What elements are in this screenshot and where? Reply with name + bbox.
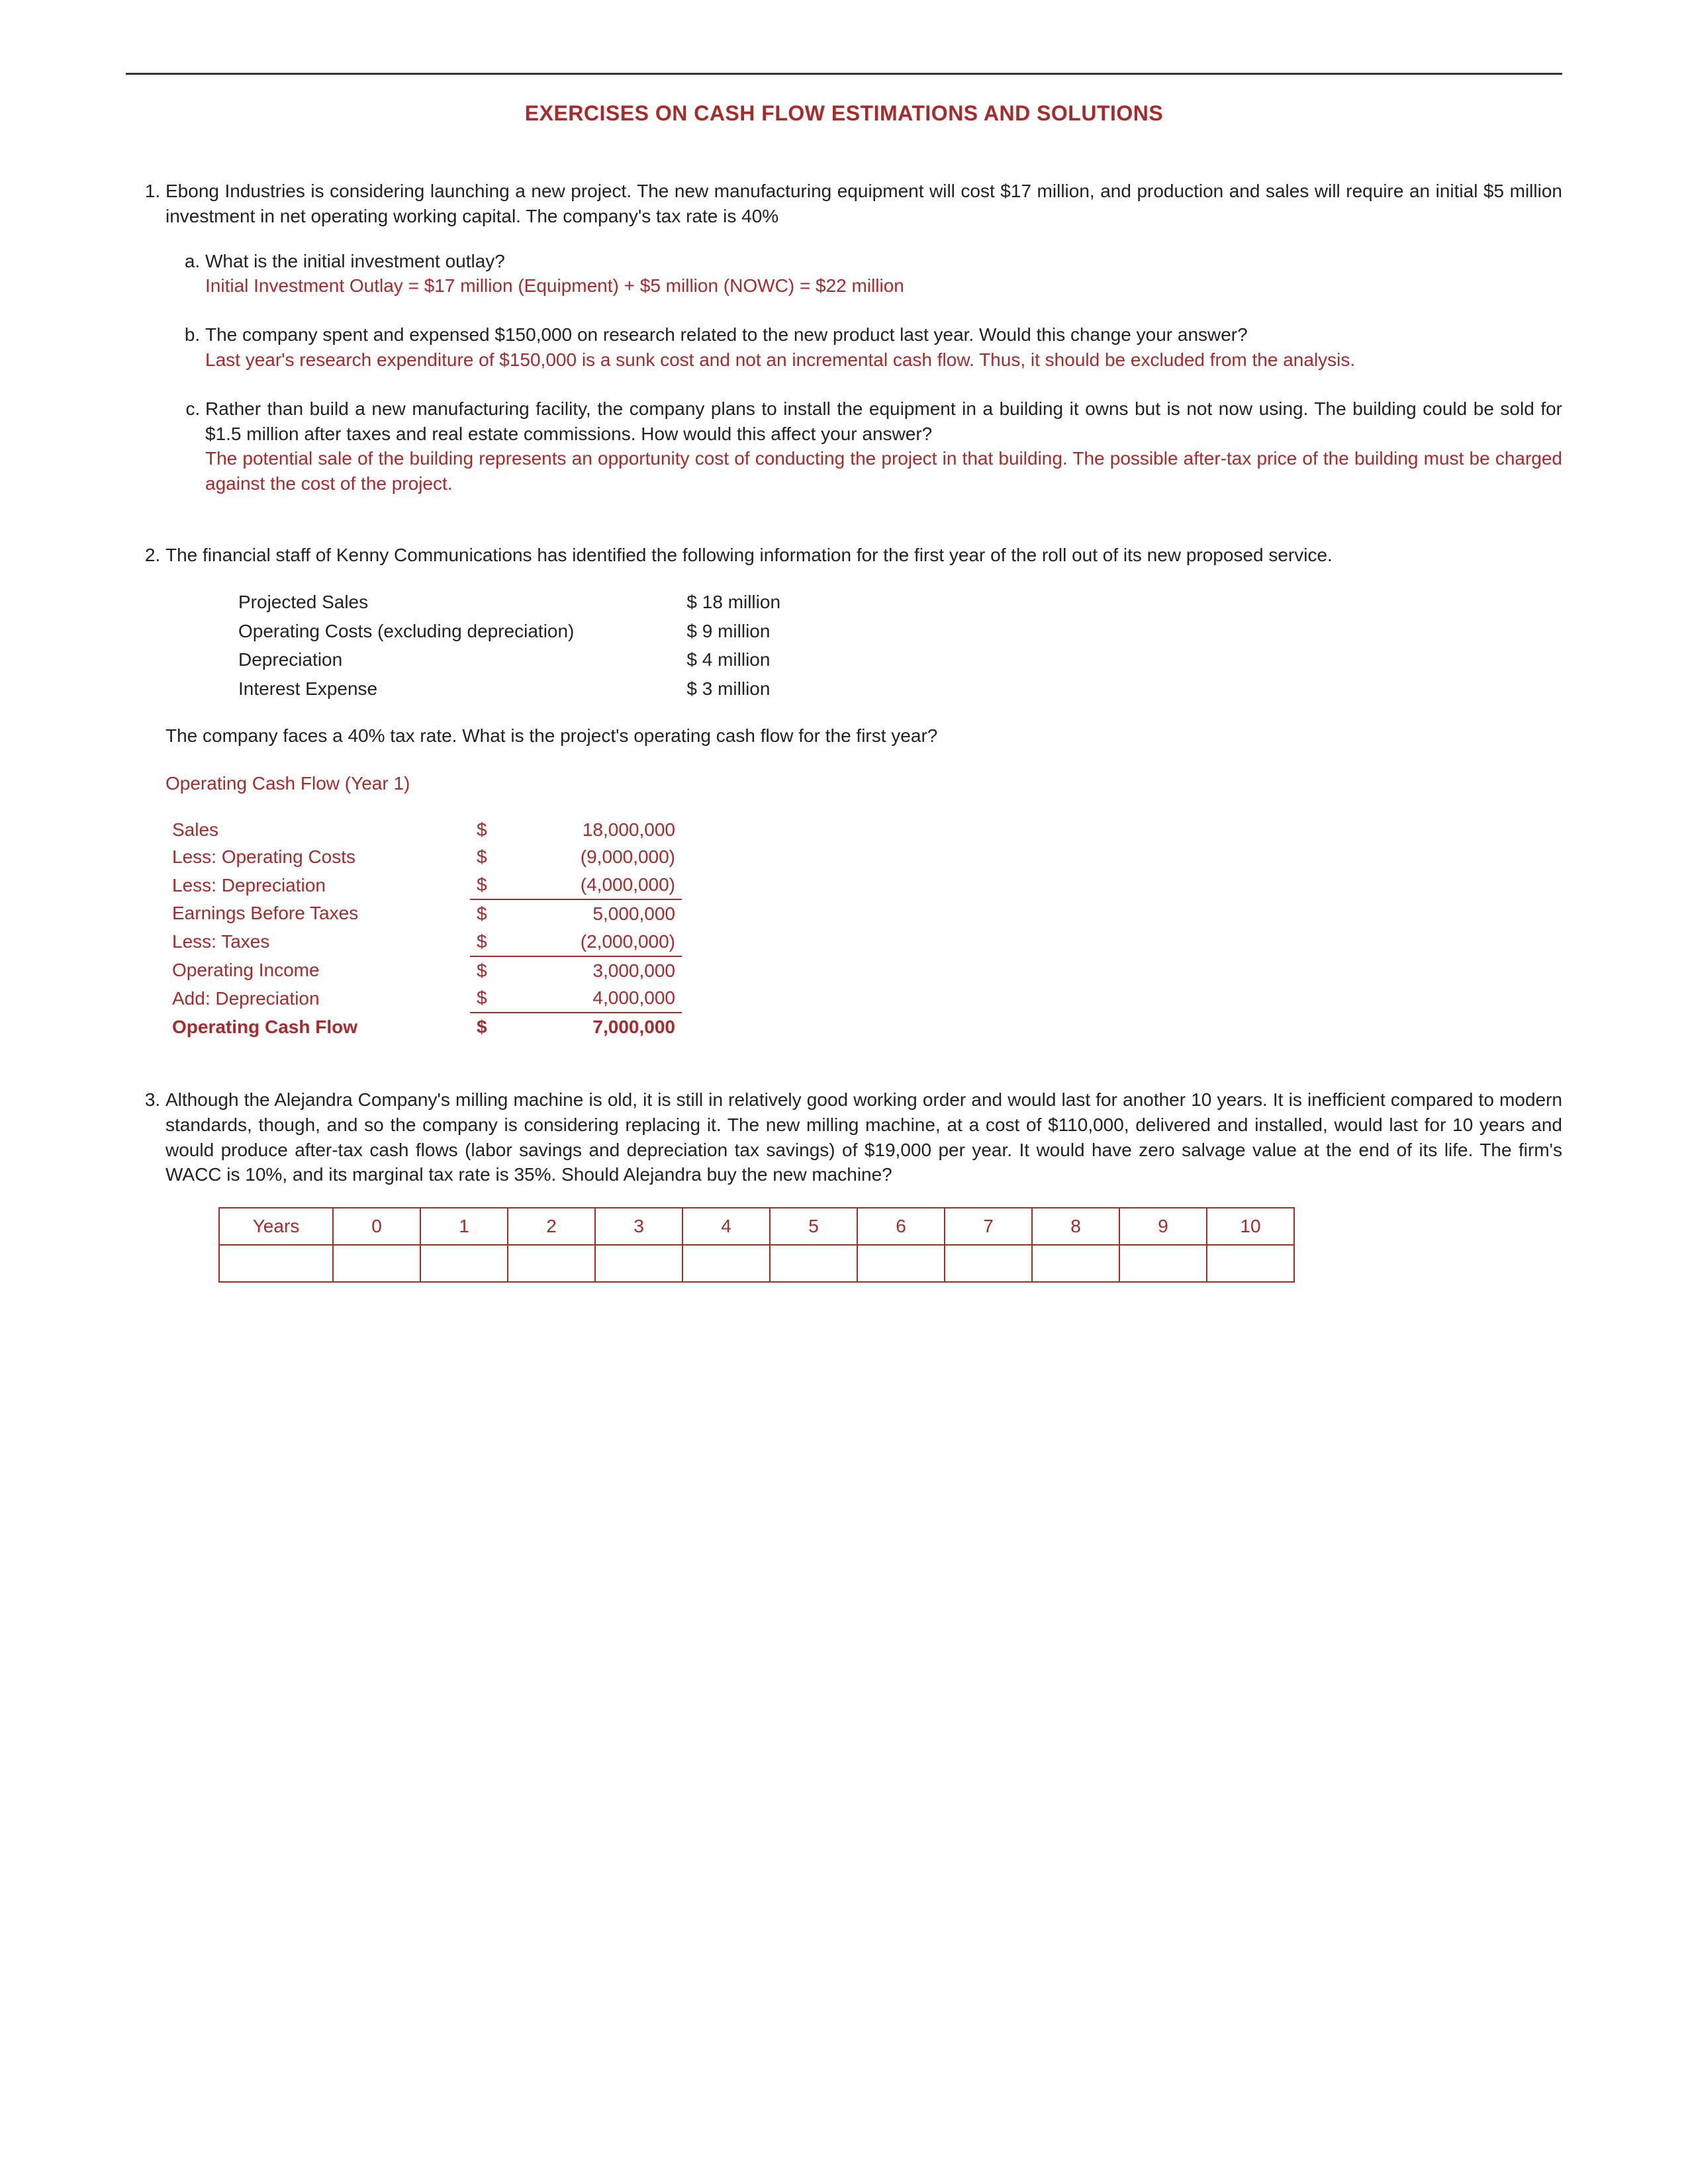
- calc-currency: $: [470, 984, 516, 1013]
- year-cell: 4: [682, 1208, 770, 1245]
- calc-currency: $: [470, 956, 516, 985]
- calc-label: Less: Operating Costs: [165, 843, 470, 871]
- problem-1-intro: Ebong Industries is considering launchin…: [165, 181, 1562, 226]
- problem-3-intro: Although the Alejandra Company's milling…: [165, 1089, 1562, 1185]
- empty-cell: [770, 1245, 857, 1282]
- table-row: Operating Costs (excluding depreciation)…: [232, 617, 787, 646]
- empty-cell: [945, 1245, 1032, 1282]
- calc-number: 7,000,000: [516, 1013, 682, 1041]
- problem-2-intro: The financial staff of Kenny Communicati…: [165, 545, 1333, 565]
- calc-label: Sales: [165, 816, 470, 844]
- problem-2: The financial staff of Kenny Communicati…: [165, 543, 1562, 1041]
- calc-number: (4,000,000): [516, 871, 682, 899]
- info-value: $ 9 million: [581, 617, 787, 646]
- problem-1-subparts: What is the initial investment outlay? I…: [165, 249, 1562, 496]
- calc-label: Less: Depreciation: [165, 871, 470, 899]
- calc-number: (2,000,000): [516, 928, 682, 956]
- calc-label: Less: Taxes: [165, 928, 470, 956]
- info-label: Operating Costs (excluding depreciation): [232, 617, 581, 646]
- year-cell: 8: [1032, 1208, 1119, 1245]
- info-value: $ 3 million: [581, 674, 787, 704]
- calc-currency: $: [470, 816, 516, 844]
- year-cell: 3: [595, 1208, 682, 1245]
- table-row: Operating Cash Flow $ 7,000,000: [165, 1013, 682, 1041]
- problem-1a-question: What is the initial investment outlay?: [205, 251, 505, 271]
- table-row: Depreciation $ 4 million: [232, 645, 787, 674]
- years-header-label: Years: [219, 1208, 333, 1245]
- problem-3: Although the Alejandra Company's milling…: [165, 1087, 1562, 1283]
- page: EXERCISES ON CASH FLOW ESTIMATIONS AND S…: [0, 0, 1688, 2184]
- empty-cell: [1119, 1245, 1207, 1282]
- problem-1b: The company spent and expensed $150,000 …: [205, 322, 1562, 373]
- empty-cell: [682, 1245, 770, 1282]
- problem-list: Ebong Industries is considering launchin…: [126, 179, 1562, 1283]
- years-header-row: Years 0 1 2 3 4 5 6 7 8 9 10: [219, 1208, 1294, 1245]
- year-cell: 9: [1119, 1208, 1207, 1245]
- table-row: Sales $ 18,000,000: [165, 816, 682, 844]
- empty-cell: [508, 1245, 595, 1282]
- problem-1c: Rather than build a new manufacturing fa…: [205, 396, 1562, 496]
- calc-currency: $: [470, 871, 516, 899]
- calc-currency: $: [470, 928, 516, 956]
- empty-cell: [333, 1245, 420, 1282]
- empty-cell: [1032, 1245, 1119, 1282]
- calc-number: 4,000,000: [516, 984, 682, 1013]
- empty-cell: [595, 1245, 682, 1282]
- calc-number: 5,000,000: [516, 899, 682, 928]
- table-row: Interest Expense $ 3 million: [232, 674, 787, 704]
- calc-label: Earnings Before Taxes: [165, 899, 470, 928]
- empty-cell: [1207, 1245, 1294, 1282]
- problem-1a: What is the initial investment outlay? I…: [205, 249, 1562, 299]
- year-cell: 2: [508, 1208, 595, 1245]
- problem-1b-answer: Last year's research expenditure of $150…: [205, 349, 1355, 370]
- calc-number: 3,000,000: [516, 956, 682, 985]
- ocf-calc-table: Sales $ 18,000,000 Less: Operating Costs…: [165, 816, 682, 1041]
- empty-cell: [420, 1245, 508, 1282]
- problem-1: Ebong Industries is considering launchin…: [165, 179, 1562, 496]
- problem-2-followup: The company faces a 40% tax rate. What i…: [165, 723, 1562, 749]
- year-cell: 10: [1207, 1208, 1294, 1245]
- info-label: Interest Expense: [232, 674, 581, 704]
- table-row: Operating Income $ 3,000,000: [165, 956, 682, 985]
- top-rule: [126, 73, 1562, 75]
- calc-label: Operating Cash Flow: [165, 1013, 470, 1041]
- calc-number: 18,000,000: [516, 816, 682, 844]
- calc-currency: $: [470, 899, 516, 928]
- calc-label: Operating Income: [165, 956, 470, 985]
- year-cell: 0: [333, 1208, 420, 1245]
- year-cell: 5: [770, 1208, 857, 1245]
- problem-1b-question: The company spent and expensed $150,000 …: [205, 324, 1248, 345]
- table-row: Earnings Before Taxes $ 5,000,000: [165, 899, 682, 928]
- table-row: Projected Sales $ 18 million: [232, 588, 787, 617]
- year-cell: 7: [945, 1208, 1032, 1245]
- calc-number: (9,000,000): [516, 843, 682, 871]
- table-row: Add: Depreciation $ 4,000,000: [165, 984, 682, 1013]
- empty-cell: [219, 1245, 333, 1282]
- years-empty-row: [219, 1245, 1294, 1282]
- problem-1c-question: Rather than build a new manufacturing fa…: [205, 398, 1562, 444]
- calc-label: Add: Depreciation: [165, 984, 470, 1013]
- calc-currency: $: [470, 1013, 516, 1041]
- years-table: Years 0 1 2 3 4 5 6 7 8 9 10: [218, 1207, 1295, 1283]
- ocf-heading: Operating Cash Flow (Year 1): [165, 771, 1562, 796]
- table-row: Less: Taxes $ (2,000,000): [165, 928, 682, 956]
- year-cell: 6: [857, 1208, 945, 1245]
- problem-1c-answer: The potential sale of the building repre…: [205, 448, 1562, 494]
- info-label: Depreciation: [232, 645, 581, 674]
- info-value: $ 4 million: [581, 645, 787, 674]
- empty-cell: [857, 1245, 945, 1282]
- problem-2-info-table: Projected Sales $ 18 million Operating C…: [232, 588, 787, 704]
- table-row: Less: Depreciation $ (4,000,000): [165, 871, 682, 899]
- year-cell: 1: [420, 1208, 508, 1245]
- info-value: $ 18 million: [581, 588, 787, 617]
- page-title: EXERCISES ON CASH FLOW ESTIMATIONS AND S…: [126, 101, 1562, 126]
- info-label: Projected Sales: [232, 588, 581, 617]
- table-row: Less: Operating Costs $ (9,000,000): [165, 843, 682, 871]
- calc-currency: $: [470, 843, 516, 871]
- problem-1a-answer: Initial Investment Outlay = $17 million …: [205, 275, 904, 296]
